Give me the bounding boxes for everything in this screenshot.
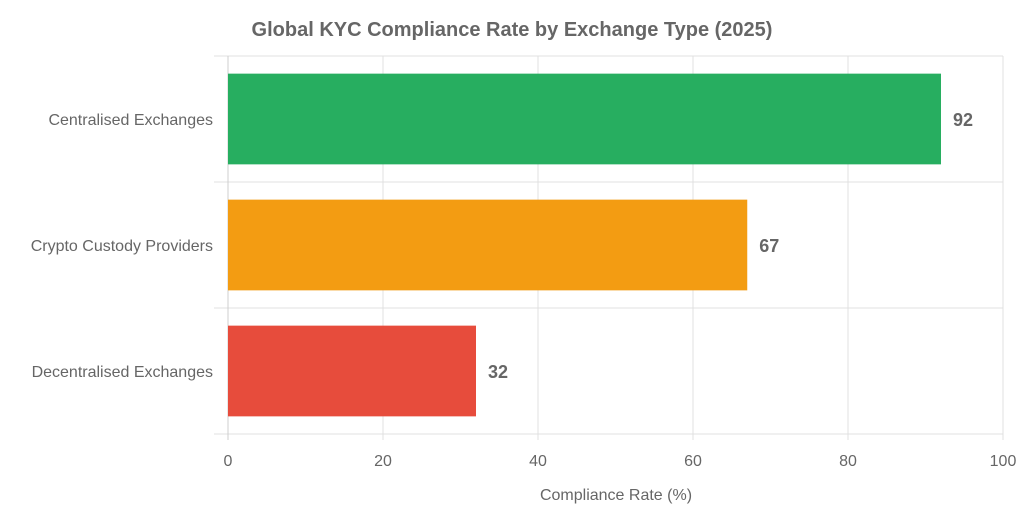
x-tick-label: 60 xyxy=(684,453,702,470)
bar-value-label: 92 xyxy=(953,110,973,130)
x-tick-label: 80 xyxy=(839,453,857,470)
bar xyxy=(228,325,476,417)
bar-layer xyxy=(228,73,941,417)
x-axis-title: Compliance Rate (%) xyxy=(540,487,692,504)
chart-title: Global KYC Compliance Rate by Exchange T… xyxy=(252,19,773,41)
bar xyxy=(228,199,748,291)
x-tick-label: 40 xyxy=(529,453,547,470)
bar-value-label: 32 xyxy=(488,362,508,382)
label-layer: 0 20 40 60 80 100 Centralised Exchanges 92 Crypt… xyxy=(31,110,1017,470)
category-label: Centralised Exchanges xyxy=(48,112,213,129)
x-tick-label: 20 xyxy=(374,453,392,470)
bar-value-label: 67 xyxy=(759,236,779,256)
category-label: Crypto Custody Providers xyxy=(31,238,213,255)
bar xyxy=(228,73,941,165)
x-tick-label: 100 xyxy=(990,453,1017,470)
category-label: Decentralised Exchanges xyxy=(32,364,213,381)
x-tick-label: 0 xyxy=(224,453,233,470)
